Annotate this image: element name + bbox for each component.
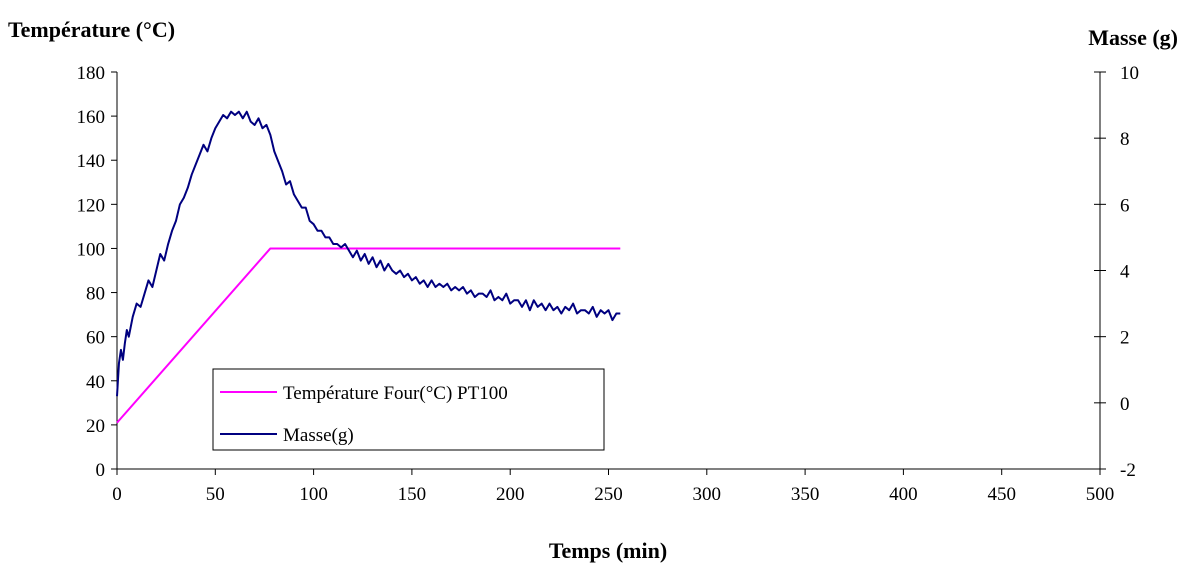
x-tick-label: 400	[889, 484, 918, 505]
y-left-tick-label: 60	[86, 328, 105, 349]
x-tick-label: 200	[496, 484, 525, 505]
y-left-tick-label: 80	[86, 284, 105, 305]
y-left-tick-label: 180	[77, 63, 106, 84]
legend-box	[212, 368, 605, 451]
y-axis-left-title: Température (°C)	[8, 17, 175, 42]
x-tick-label: 350	[791, 484, 820, 505]
y-axis-right-title: Masse (g)	[1088, 25, 1178, 50]
y-left-tick-label: 40	[86, 372, 105, 393]
x-tick-label: 100	[299, 484, 328, 505]
x-tick-label: 300	[693, 484, 722, 505]
series-line-masse	[116, 110, 621, 397]
x-tick-label: 450	[987, 484, 1016, 505]
y-left-tick-label: 120	[77, 195, 106, 216]
y-left-tick-label: 100	[77, 239, 106, 260]
y-right-tick-label: 4	[1120, 262, 1130, 283]
y-right-tick-label: 8	[1120, 129, 1130, 150]
x-tick-label: 500	[1086, 484, 1115, 505]
legend-label-temperature: Température Four(°C) PT100	[283, 383, 508, 404]
y-right-tick-label: 10	[1120, 63, 1139, 84]
y-right-tick-label: 0	[1120, 394, 1130, 415]
x-tick-label: 50	[206, 484, 225, 505]
y-right-tick-label: 6	[1120, 195, 1130, 216]
series-layer	[116, 110, 621, 424]
series-line-temperature	[116, 247, 621, 424]
y-left-tick-label: 140	[77, 151, 106, 172]
x-tick-label: 150	[398, 484, 427, 505]
x-axis-title: Temps (min)	[549, 538, 667, 563]
legend: Température Four(°C) PT100 Masse(g)	[212, 368, 605, 451]
legend-label-masse: Masse(g)	[283, 425, 354, 446]
y-left-tick-label: 160	[77, 107, 106, 128]
ticks-layer: 0 50 100 150 200 250 300 350 400 450 5000204060801…	[77, 63, 1140, 505]
x-tick-label: 0	[112, 484, 122, 505]
y-left-tick-label: 0	[96, 460, 106, 481]
y-right-tick-label: -2	[1120, 460, 1136, 481]
y-right-tick-label: 2	[1120, 328, 1130, 349]
y-left-tick-label: 20	[86, 416, 105, 437]
x-tick-label: 250	[594, 484, 623, 505]
